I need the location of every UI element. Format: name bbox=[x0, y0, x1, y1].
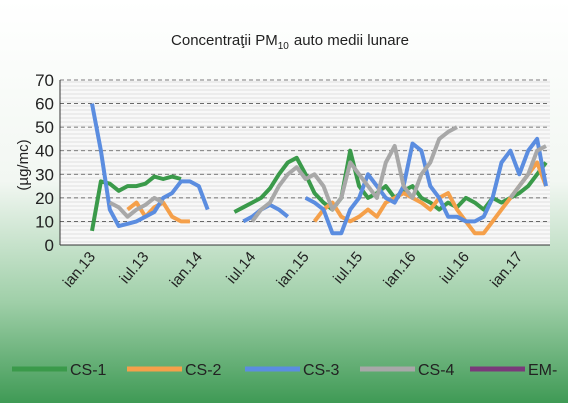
series-line bbox=[108, 125, 547, 223]
legend-label: EM- bbox=[528, 362, 557, 379]
y-tick-label: 10 bbox=[35, 212, 54, 231]
chart-title: Concentraţii PM10 auto medii lunare bbox=[171, 32, 409, 52]
legend-label: CS-2 bbox=[185, 362, 222, 379]
legend-label: CS-1 bbox=[70, 362, 107, 379]
y-tick-label: 60 bbox=[35, 95, 54, 114]
y-tick-label: 70 bbox=[35, 71, 54, 90]
y-tick-label: 30 bbox=[35, 165, 54, 184]
legend-label: CS-3 bbox=[303, 362, 340, 379]
y-tick-label: 0 bbox=[45, 236, 54, 255]
y-tick-label: 40 bbox=[35, 142, 54, 161]
y-tick-label: 50 bbox=[35, 118, 54, 137]
y-axis-label: (µg/mc) bbox=[15, 139, 32, 190]
y-tick-label: 20 bbox=[35, 189, 54, 208]
legend-label: CS-4 bbox=[418, 362, 455, 379]
